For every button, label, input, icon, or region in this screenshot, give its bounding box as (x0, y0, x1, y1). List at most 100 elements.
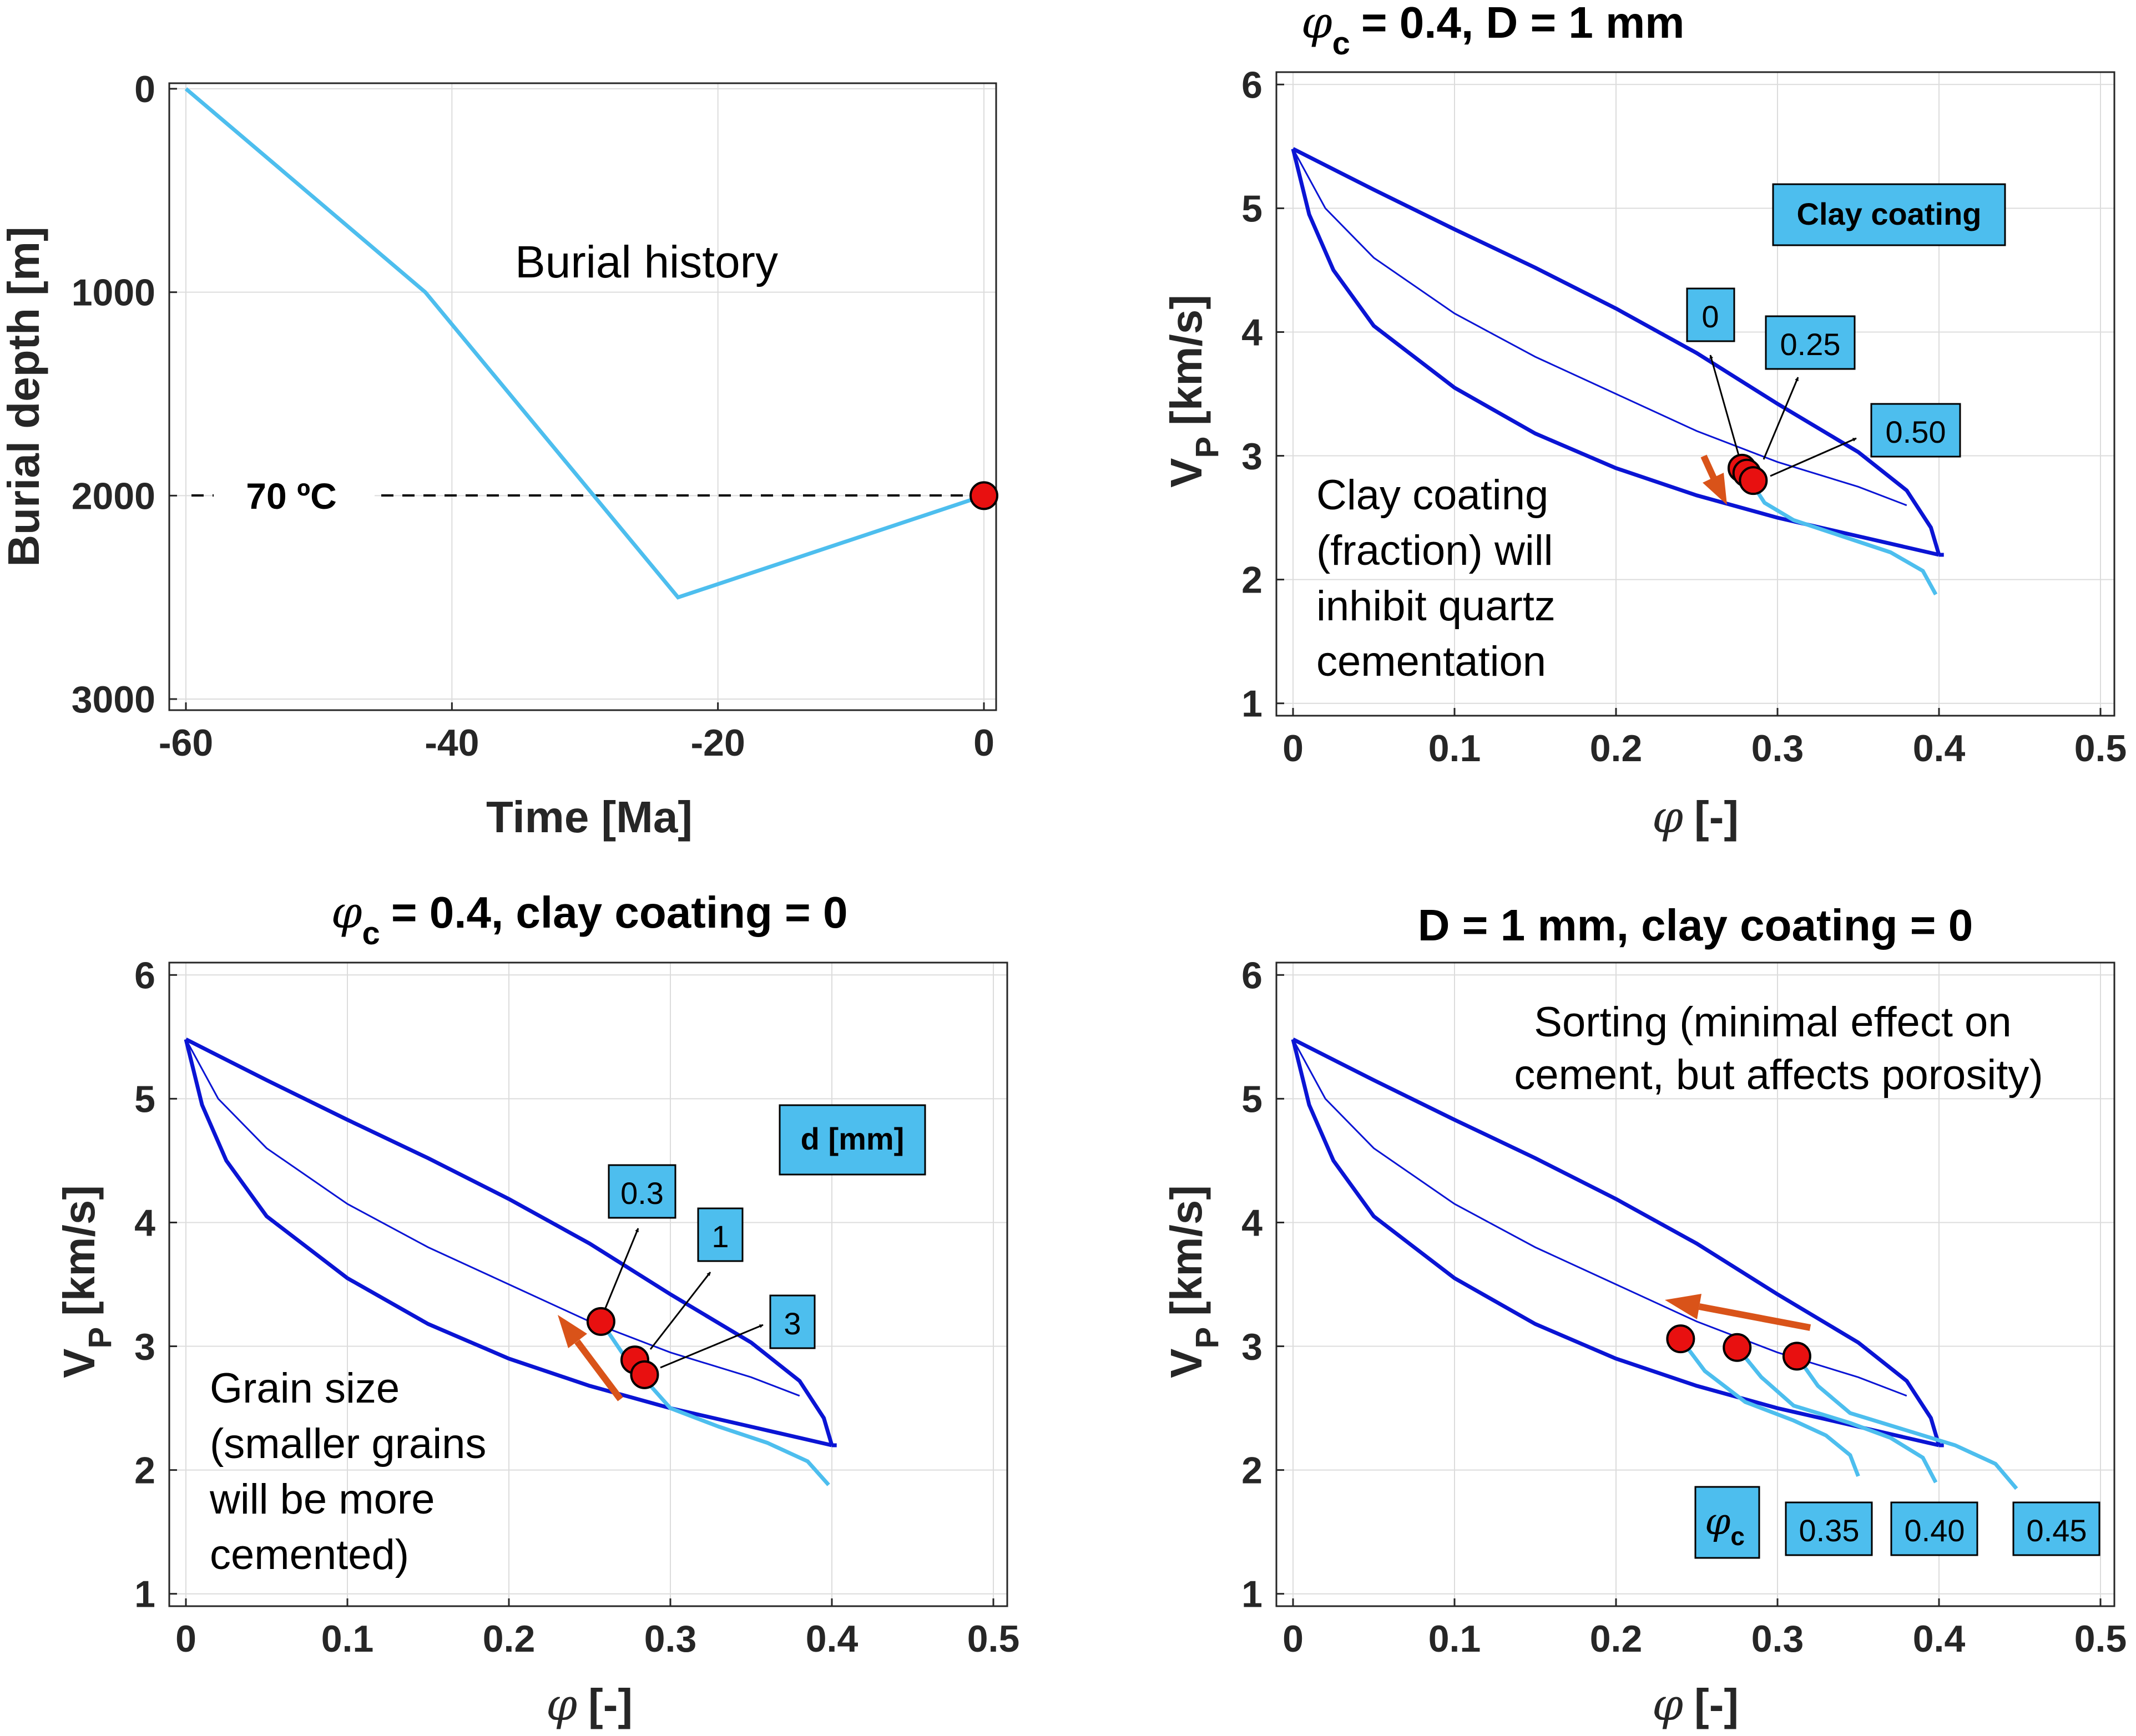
y-tick-label: 5 (134, 1078, 155, 1120)
clay-x-axis-label: φ [-] (1652, 791, 1739, 843)
grain-orange-arrowhead (558, 1315, 587, 1348)
diagenesis-path (1735, 1346, 1938, 1484)
burial-history-annotation: Burial history (515, 237, 778, 287)
sorting-paths (1679, 1338, 2018, 1490)
y-tick-label: 1 (1241, 683, 1263, 725)
sorting-panel-title: D = 1 mm, clay coating = 0 (1418, 900, 1973, 950)
phi-c-subscript: c (1730, 1522, 1745, 1551)
data-point-marker (1723, 1333, 1752, 1362)
x-tick-label: 0.5 (2074, 727, 2127, 770)
sorting-value-box-0 (1785, 1501, 1873, 1556)
sorting-axes-frame (1275, 961, 2115, 1607)
y-tick-label: 0 (134, 68, 155, 110)
clay-coating-label: Clay coating (1797, 196, 1982, 231)
phi-symbol: φ (1705, 1500, 1730, 1543)
burial-x-axis-label: Time [Ma] (486, 792, 693, 842)
grain-annotation: Grain size (smaller grains will be more … (209, 1365, 498, 1578)
x-tick-label: 0 (973, 722, 994, 764)
upper-bound-curve (1292, 1037, 1941, 1446)
clay-value-box-0 (1686, 287, 1735, 342)
y-tick-label: 2 (1241, 559, 1263, 601)
phi-c-label-box (1694, 1486, 1760, 1559)
x-tick-label: 0.4 (1913, 1618, 1966, 1660)
x-label-unit: [-] (1694, 792, 1739, 842)
clay-annotation-line-0: Clay coating (1316, 472, 1548, 519)
clay-annotation-line-3: cementation (1316, 638, 1546, 685)
sorting-bounds (1291, 1037, 1944, 1447)
clay-axes-frame (1275, 71, 2115, 717)
sorting-y-axis-label: VP [km/s] (1162, 1185, 1225, 1378)
clay-value-label-1: 0.25 (1780, 327, 1841, 362)
grain-size-panel: φc = 0.4, clay coating = 0 0 0.1 0.2 0.3 0.4 0… (54, 887, 1019, 1730)
clay-annotation: Clay coating (fraction) will inhibit qua… (1316, 472, 1567, 685)
lower-bound-curve (1291, 1039, 1940, 1447)
x-tick-label: 0.1 (1428, 1618, 1481, 1660)
sorting-orange-arrowhead (1665, 1294, 1701, 1319)
y-tick-label: 3 (1241, 436, 1263, 478)
y-tick-label: 4 (134, 1202, 155, 1244)
vp-symbol: V (1162, 1348, 1211, 1378)
grain-pointer-arrow-1 (649, 1272, 711, 1350)
burial-ticks: -60 -40 -20 0 0 1000 2000 3000 (72, 68, 994, 764)
sorting-value-label-1: 0.40 (1905, 1513, 1965, 1548)
clay-panel-title: φc = 0.4, D = 1 mm (1301, 0, 1685, 62)
grain-markers (586, 1307, 659, 1389)
sorting-value-label-0: 0.35 (1799, 1513, 1860, 1548)
phi-symbol: φ (331, 887, 362, 938)
clay-value-box-1 (1765, 315, 1856, 370)
x-tick-label: 0.4 (806, 1618, 859, 1660)
grain-pointer-arrow-2 (660, 1324, 764, 1369)
phi-symbol: φ (1652, 1679, 1683, 1730)
phi-c-label: φc (1705, 1500, 1745, 1551)
y-tick-label: 6 (134, 954, 155, 996)
sorting-x-axis-label: φ [-] (1652, 1679, 1739, 1730)
grain-value-box-0 (608, 1164, 676, 1219)
clay-value-box-2 (1870, 403, 1961, 458)
y-tick-label: 6 (1241, 64, 1263, 106)
x-tick-label: -20 (691, 722, 745, 764)
x-tick-label: 0.4 (1913, 727, 1966, 770)
x-tick-label: 0.1 (321, 1618, 374, 1660)
phi-symbol: φ (1301, 0, 1332, 48)
x-tick-label: 0.3 (1751, 727, 1804, 770)
x-tick-label: 0.5 (967, 1618, 1020, 1660)
x-label-unit: [-] (1694, 1680, 1739, 1729)
clay-coating-label-box (1772, 183, 2006, 246)
clay-annotation-line-2: inhibit quartz (1316, 583, 1556, 630)
x-tick-label: 0.2 (1590, 1618, 1643, 1660)
sorting-annotation: Sorting (minimal effect on cement, but a… (1514, 999, 2043, 1099)
vp-symbol: V (54, 1348, 104, 1378)
grain-pointer-arrow-0 (603, 1228, 639, 1313)
y-tick-label: 4 (1241, 311, 1263, 353)
title-subscript: c (362, 915, 380, 951)
x-tick-label: 0.5 (2074, 1618, 2127, 1660)
cement-trend-curve (185, 1039, 800, 1397)
y-tick-label: 1 (1241, 1573, 1263, 1616)
y-tick-label: 2 (1241, 1450, 1263, 1492)
x-tick-label: 0.3 (1751, 1618, 1804, 1660)
diagenesis-path (1795, 1355, 2018, 1490)
grain-y-axis-label: VP [km/s] (54, 1185, 118, 1378)
grain-value-label-2: 3 (784, 1306, 801, 1341)
clay-value-label-0: 0 (1701, 299, 1719, 334)
data-point-marker (1739, 466, 1768, 495)
sorting-value-box-2 (2012, 1501, 2100, 1556)
x-tick-label: 0.3 (644, 1618, 697, 1660)
clay-orange-arrow (1700, 454, 1718, 482)
grain-panel-title: φc = 0.4, clay coating = 0 (331, 887, 848, 951)
sorting-annotation-line-1: cement, but affects porosity) (1514, 1051, 2043, 1099)
vp-subscript: P (82, 1327, 118, 1349)
d-mm-label: d [mm] (801, 1121, 905, 1156)
grain-annotation-line-1: (smaller grains (210, 1420, 486, 1467)
x-tick-label: 0 (1282, 727, 1304, 770)
clay-orange-arrowhead (1703, 473, 1727, 505)
sorting-value-box-1 (1890, 1501, 1978, 1556)
x-tick-label: 0 (175, 1618, 196, 1660)
sorting-panel: D = 1 mm, clay coating = 0 0 0.1 0.2 0.3 0.4… (1162, 900, 2127, 1730)
y-tick-label: 4 (1241, 1202, 1263, 1244)
grain-axes-frame (168, 961, 1008, 1607)
vp-unit: [km/s] (1162, 295, 1211, 426)
data-point-marker (1666, 1324, 1695, 1354)
clay-coating-panel: φc = 0.4, D = 1 mm 0 0.1 0.2 0.3 0.4 0.5123456… (1162, 0, 2127, 843)
clay-pointer-arrow-2 (1770, 437, 1857, 477)
